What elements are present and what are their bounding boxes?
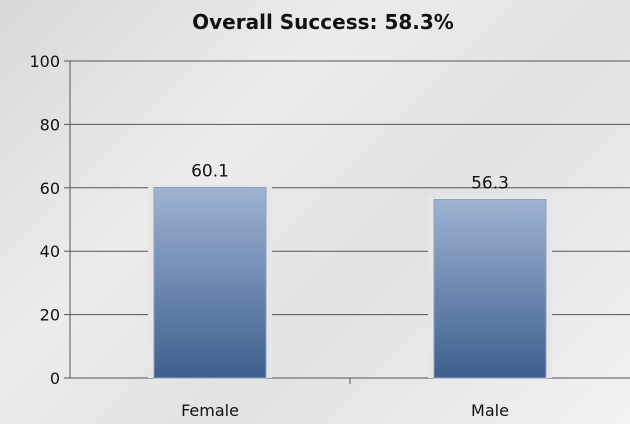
y-tick-label: 20: [40, 306, 60, 325]
chart-title: Overall Success: 58.3%: [192, 10, 454, 34]
y-tick-label: 40: [40, 242, 60, 261]
y-tick-label: 80: [40, 115, 60, 134]
bar-male: [433, 199, 547, 379]
y-tick-label: 100: [29, 52, 60, 71]
data-label: 56.3: [471, 174, 509, 194]
data-label: 60.1: [191, 161, 229, 181]
y-tick-label: 60: [40, 179, 60, 198]
y-tick-label: 0: [50, 369, 60, 388]
bar-female: [153, 186, 267, 379]
x-category-label: Male: [471, 401, 509, 420]
x-category-label: Female: [181, 401, 239, 420]
